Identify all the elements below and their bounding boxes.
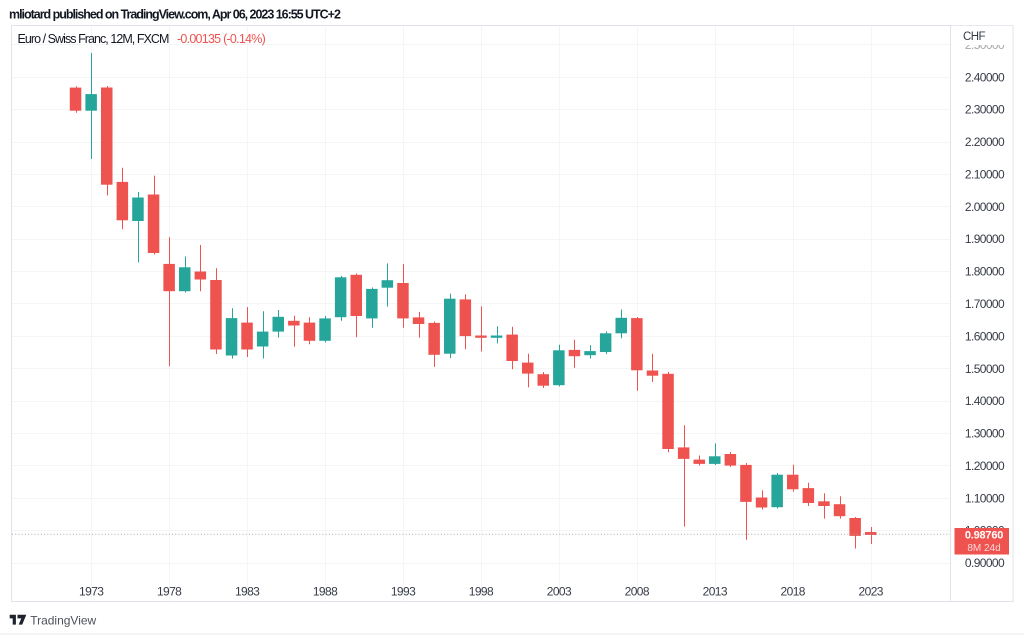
svg-text:2.30000: 2.30000 <box>965 103 1005 117</box>
svg-text:1.70000: 1.70000 <box>965 297 1005 311</box>
svg-text:1.30000: 1.30000 <box>965 427 1005 441</box>
svg-text:2023: 2023 <box>859 584 884 598</box>
svg-text:1.20000: 1.20000 <box>965 459 1005 473</box>
svg-text:1.50000: 1.50000 <box>965 362 1005 376</box>
svg-text:1.80000: 1.80000 <box>965 265 1005 279</box>
svg-text:2.40000: 2.40000 <box>965 70 1005 84</box>
svg-text:1973: 1973 <box>79 584 104 598</box>
svg-text:Euro / Swiss Franc, 12M, FXCM: Euro / Swiss Franc, 12M, FXCM <box>18 32 169 46</box>
svg-text:0.90000: 0.90000 <box>965 556 1005 570</box>
svg-text:1993: 1993 <box>391 584 416 598</box>
svg-text:-0.00135 (-0.14%): -0.00135 (-0.14%) <box>177 32 266 46</box>
svg-text:1988: 1988 <box>313 584 338 598</box>
svg-text:2.10000: 2.10000 <box>965 167 1005 181</box>
svg-text:0.98760: 0.98760 <box>965 530 1003 542</box>
svg-text:2018: 2018 <box>781 584 806 598</box>
svg-text:1.40000: 1.40000 <box>965 394 1005 408</box>
svg-text:1.60000: 1.60000 <box>965 329 1005 343</box>
svg-text:1.90000: 1.90000 <box>965 232 1005 246</box>
svg-text:mliotard published on TradingV: mliotard published on TradingView.com, A… <box>9 7 341 21</box>
svg-text:8M 24d: 8M 24d <box>967 543 1000 554</box>
svg-text:1.10000: 1.10000 <box>965 491 1005 505</box>
svg-text:1983: 1983 <box>235 584 260 598</box>
svg-text:2008: 2008 <box>625 584 650 598</box>
svg-text:2.20000: 2.20000 <box>965 135 1005 149</box>
svg-text:2.00000: 2.00000 <box>965 200 1005 214</box>
svg-text:TradingView: TradingView <box>30 613 96 627</box>
svg-text:2013: 2013 <box>703 584 728 598</box>
svg-text:1998: 1998 <box>469 584 494 598</box>
svg-text:CHF: CHF <box>963 31 986 43</box>
svg-text:2003: 2003 <box>547 584 572 598</box>
svg-text:1978: 1978 <box>157 584 182 598</box>
